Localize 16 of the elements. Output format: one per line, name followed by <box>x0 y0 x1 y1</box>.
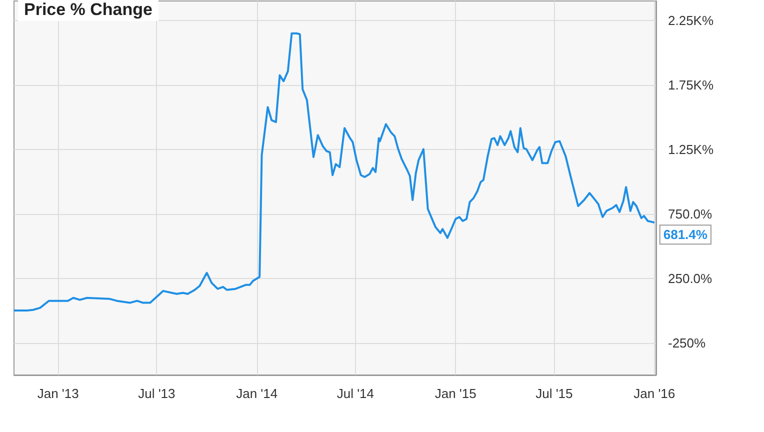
y-tick-label: 250.0% <box>668 270 713 286</box>
y-tick-label: 2.25K% <box>668 12 714 28</box>
x-tick-label: Jul '14 <box>336 386 374 401</box>
y-tick-label: 1.25K% <box>668 142 714 157</box>
line-series <box>13 32 656 312</box>
annotation: 681.4% <box>663 227 708 242</box>
y-tick-label: 1.75K% <box>668 77 714 92</box>
chart-title: Price % Change <box>24 0 152 19</box>
x-tick-label: Jan '13 <box>37 386 79 401</box>
x-tick-label: Jan '15 <box>434 386 476 401</box>
x-tick-label: Jul '13 <box>138 386 176 401</box>
x-tick-label: Jan '16 <box>634 386 676 401</box>
y-tick-label: 750.0% <box>668 206 713 222</box>
x-tick-label: Jan '14 <box>236 386 278 401</box>
y-tick-label: -250% <box>668 335 706 350</box>
x-tick-label: Jul '15 <box>536 386 573 401</box>
